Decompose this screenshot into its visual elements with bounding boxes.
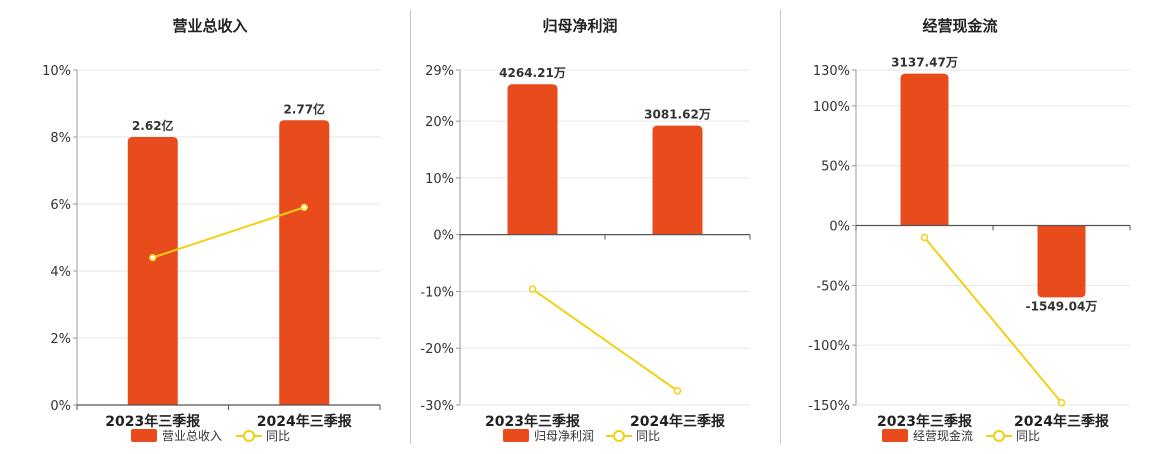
panel-divider	[410, 10, 411, 444]
yoy-point	[1057, 398, 1066, 407]
chart-title: 经营现金流	[922, 17, 997, 35]
y-tick-label: 6%	[50, 198, 71, 213]
bar-value-label: -1549.04万	[1026, 299, 1098, 313]
y-tick-label: 0%	[50, 399, 71, 414]
legend: 营业总收入 同比	[131, 429, 290, 443]
x-tick-label: 2023年三季报	[877, 413, 972, 430]
x-tick-label: 2024年三季报	[630, 413, 725, 430]
chart-title: 归母净利润	[542, 17, 617, 35]
bar-value-label: 4264.21万	[499, 66, 566, 80]
bar	[900, 73, 949, 226]
legend-bar-swatch	[131, 429, 157, 442]
chart-panel-net-profit: 归母净利润 29% 20% 10% 0% -10% -20% -30% 4264.21万 308…	[410, 0, 780, 450]
y-tick-label: -150%	[808, 399, 850, 414]
y-tick-label: 0%	[433, 229, 454, 244]
y-tick-label: -30%	[420, 399, 454, 414]
chart-panel-cash-flow: 经营现金流 130% 100% 50% 0% -50% -100% -150% 3137.47…	[780, 0, 1160, 450]
legend-line-marker	[613, 430, 625, 442]
y-tick-label: -20%	[420, 342, 454, 357]
y-tick-label: 4%	[50, 265, 71, 280]
chart-title: 营业总收入	[172, 17, 247, 35]
x-tick-label: 2023年三季报	[105, 413, 200, 430]
legend-line-label: 同比	[636, 429, 660, 443]
panel-divider	[780, 10, 781, 444]
bar-value-label: 3081.62万	[644, 108, 711, 122]
y-tick-label: 0%	[829, 220, 850, 235]
bar	[652, 125, 703, 235]
legend-line-marker	[243, 430, 255, 442]
yoy-line	[531, 288, 679, 392]
legend-bar-label: 归母净利润	[534, 429, 594, 443]
yoy-point	[920, 233, 929, 242]
bar-value-label: 2.62亿	[132, 118, 174, 133]
bar-value-label: 3137.47万	[891, 56, 958, 70]
y-tick-label: 100%	[813, 100, 850, 115]
legend: 归母净利润 同比	[503, 429, 660, 443]
legend-bar-swatch	[503, 429, 529, 442]
chart-revenue-svg: 营业总收入 10% 8% 6% 4% 2% 0% 2.62亿 2.77亿 2023年三季报 202…	[42, 17, 381, 443]
chart-panel-revenue: 营业总收入 10% 8% 6% 4% 2% 0% 2.62亿 2.77亿 2023年三季报 202…	[0, 0, 405, 450]
yoy-point	[149, 253, 157, 262]
legend-line-label: 同比	[1016, 429, 1040, 443]
bar	[279, 120, 330, 405]
yoy-point	[528, 285, 537, 293]
x-tick-label: 2023年三季报	[485, 413, 580, 430]
bar	[1037, 225, 1086, 298]
legend-bar-label: 营业总收入	[162, 429, 222, 443]
bar	[127, 137, 178, 405]
legend-line-marker	[993, 430, 1005, 442]
bar-value-label: 2.77亿	[283, 101, 325, 116]
yoy-line	[923, 236, 1063, 404]
yoy-line	[152, 206, 305, 259]
yoy-point	[300, 203, 308, 212]
y-tick-label: 2%	[50, 332, 71, 347]
y-tick-label: -100%	[808, 339, 850, 354]
yoy-point	[673, 387, 682, 395]
legend: 经营现金流 同比	[882, 428, 1040, 443]
legend-bar-label: 经营现金流	[913, 428, 973, 443]
y-tick-label: 29%	[425, 64, 454, 79]
x-tick-label: 2024年三季报	[257, 413, 352, 430]
y-tick-label: 8%	[50, 131, 71, 146]
y-tick-label: 50%	[821, 160, 850, 175]
chart-cash-flow-svg: 经营现金流 130% 100% 50% 0% -50% -100% -150% 3137.47…	[808, 17, 1131, 443]
y-tick-label: 130%	[813, 64, 850, 79]
x-tick-label: 2024年三季报	[1014, 413, 1109, 430]
y-tick-label: -50%	[816, 279, 850, 294]
y-tick-label: 20%	[425, 115, 454, 130]
bar	[507, 84, 558, 235]
y-tick-label: 10%	[425, 172, 454, 187]
legend-bar-swatch	[882, 429, 908, 442]
y-tick-label: 10%	[42, 64, 71, 79]
y-tick-label: -10%	[420, 285, 454, 300]
legend-line-label: 同比	[266, 429, 290, 443]
chart-net-profit-svg: 归母净利润 29% 20% 10% 0% -10% -20% -30% 4264.21万 308…	[420, 17, 751, 443]
